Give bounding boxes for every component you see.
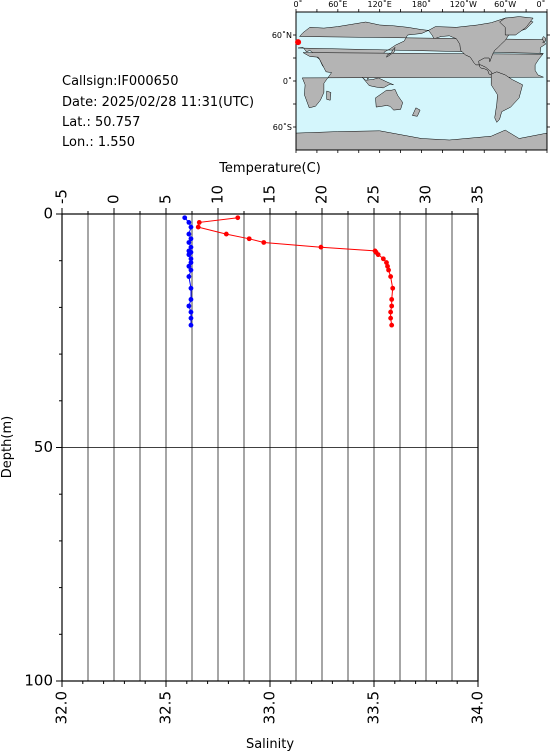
depth-axis-label: Depth(m)	[0, 416, 15, 478]
temperature-data-point	[389, 303, 395, 309]
salinity-tick-label: 33.0	[261, 691, 279, 724]
map-longitude-labels: 0˚ 60˚E 120˚E 180˚ 120˚W 60˚W 0˚	[293, 0, 545, 9]
salinity-data-point	[188, 285, 194, 291]
temperature-tick-label: 0	[105, 194, 123, 204]
temperature-data-point	[388, 315, 394, 321]
salinity-data-point	[188, 297, 194, 302]
salinity-data-point	[186, 303, 192, 309]
map-longitude-label: 180˚	[412, 0, 431, 9]
temperature-data-point	[385, 263, 390, 269]
depth-tick-label: 0	[43, 205, 53, 223]
map-latitude-labels: 60˚N 0˚ 60˚S	[272, 30, 292, 132]
salinity-data-point	[188, 315, 194, 321]
salinity-axis-label: Salinity	[246, 737, 294, 751]
temperature-data-point	[386, 267, 391, 273]
temperature-axis-label: Temperature(C)	[218, 161, 321, 176]
temperature-data-point	[196, 220, 202, 225]
temperature-tick-label: 30	[417, 185, 435, 204]
map-longitude-label: 120˚W	[450, 0, 477, 9]
salinity-tick-label: 32.0	[53, 691, 71, 724]
temperature-data-point	[380, 256, 386, 262]
salinity-data-point	[186, 252, 192, 258]
depth-tick-label: 100	[24, 672, 53, 690]
temperature-data-point	[388, 309, 394, 315]
salinity-data-point	[186, 220, 192, 225]
temperature-data-point	[261, 240, 267, 245]
profile-chart: -5 0 5 10 15 20 25 30 35 32.0 32.5 33.0 33.5 34.0 05…	[0, 161, 487, 751]
map-latitude-label: 0˚	[283, 76, 292, 86]
temperature-tick-label: 5	[157, 194, 175, 204]
temperature-tick-label: -5	[53, 189, 71, 204]
chart-grid	[62, 214, 478, 681]
temperature-tick-label: 10	[209, 185, 227, 204]
salinity-data-point	[188, 267, 194, 273]
salinity-data-point	[188, 224, 194, 230]
map-land-new-zealand	[412, 107, 421, 117]
salinity-data-point	[182, 215, 188, 221]
temperature-data-point	[384, 260, 389, 265]
temperature-data-point	[375, 252, 381, 258]
map-land	[295, 16, 548, 151]
salinity-data-point	[186, 274, 192, 279]
salinity-data-point	[188, 256, 194, 262]
map-longitude-label: 120˚E	[368, 0, 392, 9]
temperature-data-point	[389, 297, 395, 302]
map-land-madagascar	[326, 90, 332, 101]
station-location-marker	[295, 39, 302, 46]
world-map: 0˚ 60˚E 120˚E 180˚ 120˚W 60˚W 0˚ 60˚N 0˚ 60˚S	[272, 0, 550, 153]
temperature-data-point	[246, 236, 252, 242]
map-land-japan	[386, 46, 396, 58]
salinity-data-point	[188, 236, 194, 242]
temperature-data-point	[388, 274, 394, 279]
temperature-data-point	[390, 285, 396, 291]
temperature-tick-label: 15	[261, 185, 279, 204]
temperature-data-point	[235, 215, 241, 221]
map-longitude-label: 0˚	[293, 0, 302, 9]
salinity-data-point	[186, 263, 192, 269]
latitude-text: Lat.: 50.757	[62, 115, 140, 130]
depth-tick-label: 50	[34, 438, 53, 456]
temperature-data-point	[318, 244, 324, 250]
depth-axis-ticks: 0 50 100	[24, 205, 62, 690]
map-land-greenland	[499, 16, 534, 36]
salinity-data-point	[186, 231, 192, 237]
longitude-text: Lon.: 1.550	[62, 135, 135, 150]
map-land-indonesia	[362, 77, 394, 89]
salinity-data-point	[188, 309, 194, 315]
temperature-data-point	[195, 224, 201, 230]
temperature-axis-ticks: -5 0 5 10 15 20 25 30 35	[53, 185, 487, 214]
map-land-uk	[541, 36, 546, 44]
callsign-text: Callsign:IF000650	[62, 74, 178, 89]
salinity-tick-label: 32.5	[157, 691, 175, 724]
salinity-data-point	[188, 322, 194, 328]
map-longitude-label: 60˚W	[494, 0, 516, 9]
salinity-data-point	[188, 260, 194, 265]
map-latitude-label: 60˚S	[273, 122, 292, 132]
salinity-axis-ticks: 32.0 32.5 33.0 33.5 34.0	[53, 681, 487, 724]
salinity-tick-label: 33.5	[365, 691, 383, 724]
salinity-data-point	[186, 240, 192, 245]
temperature-tick-label: 35	[469, 185, 487, 204]
map-land-south-america	[490, 71, 523, 123]
map-ticks	[293, 9, 550, 153]
series-layer	[182, 215, 396, 328]
temperature-data-point	[389, 322, 395, 328]
salinity-data-point	[188, 244, 194, 250]
temperature-data-point	[223, 231, 229, 237]
map-land-australia	[375, 89, 403, 111]
temperature-tick-label: 20	[313, 185, 331, 204]
map-longitude-label: 60˚E	[328, 0, 347, 9]
temperature-tick-label: 25	[365, 185, 383, 204]
date-text: Date: 2025/02/28 11:31(UTC)	[62, 95, 254, 110]
salinity-tick-label: 34.0	[469, 691, 487, 724]
map-longitude-label: 0˚	[536, 0, 545, 9]
map-latitude-label: 60˚N	[272, 30, 292, 40]
